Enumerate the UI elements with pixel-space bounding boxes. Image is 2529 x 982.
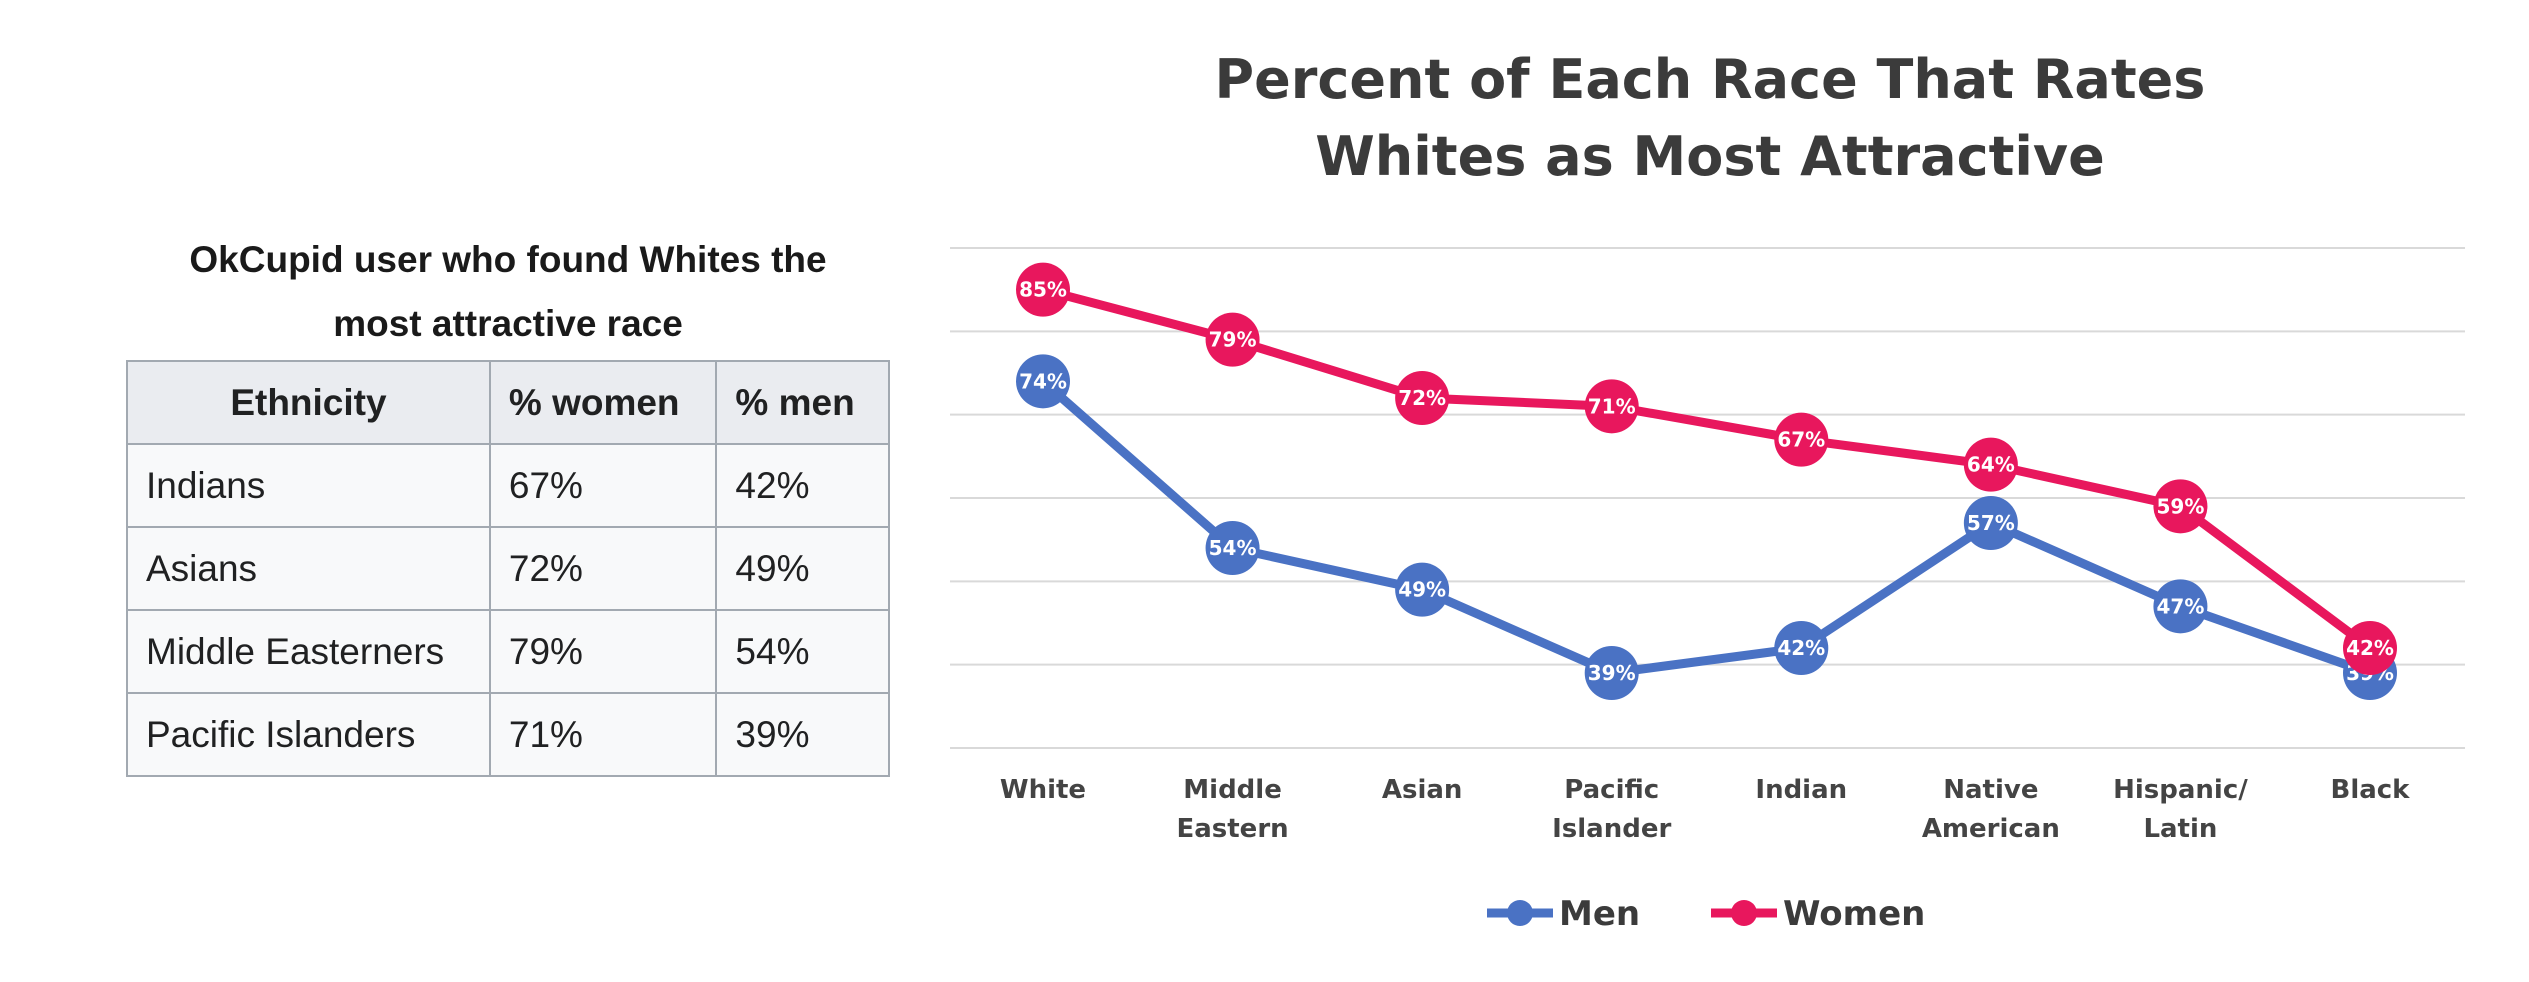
table-caption: OkCupid user who found Whites the most a… (126, 228, 890, 356)
data-point (1016, 262, 1070, 317)
category-labels: White Middle Eastern Asian Pacific Islander In… (1000, 775, 2410, 844)
table-row: Indians 67% 42% (126, 443, 890, 528)
data-label: 54% (1209, 536, 1257, 560)
data-point (1584, 646, 1639, 700)
category-label-line: Islander (1552, 814, 1671, 844)
legend: Men Women (1487, 894, 1925, 934)
category-label-line: Black (2331, 775, 2411, 805)
category-label-line: Asian (1382, 775, 1463, 805)
category-label-line: Indian (1755, 775, 1847, 805)
data-point (1016, 354, 1070, 409)
data-label: 71% (1588, 394, 1636, 418)
cell-ethnicity: Pacific Islanders (126, 692, 491, 777)
legend-swatch-marker (1731, 900, 1757, 926)
data-point (2343, 621, 2397, 675)
category-label-line: Middle (1183, 775, 1282, 805)
data-label: 42% (1777, 636, 1825, 660)
header-women: % women (488, 360, 718, 445)
table-row: Asians 72% 49% (126, 526, 890, 611)
category-label: Asian (1382, 775, 1463, 805)
legend-swatch-marker (1507, 900, 1533, 926)
ethnicity-table-block: OkCupid user who found Whites the most a… (126, 228, 890, 777)
data-point (1774, 412, 1829, 467)
category-label: White (1000, 775, 1086, 805)
legend-item-women: Women (1711, 894, 1925, 934)
category-label-line: Hispanic/ (2113, 775, 2248, 805)
data-label: 79% (1209, 328, 1257, 352)
category-label: Pacific Islander (1552, 775, 1671, 844)
data-point (1395, 562, 1450, 617)
data-point (2153, 579, 2208, 634)
data-label: 72% (1398, 386, 1446, 410)
cell-ethnicity: Indians (126, 443, 491, 528)
category-label: Indian (1755, 775, 1847, 805)
category-label-line: Latin (2143, 814, 2217, 844)
cell-ethnicity: Asians (126, 526, 491, 611)
data-label: 57% (1967, 511, 2015, 535)
data-label: 39% (1588, 661, 1636, 685)
cell-men: 49% (715, 526, 890, 611)
cell-men: 54% (715, 609, 890, 694)
cell-women: 79% (488, 609, 718, 694)
category-label-line: American (1922, 814, 2060, 844)
category-label: Black (2331, 775, 2411, 805)
data-label: 74% (1019, 369, 1067, 393)
data-label: 67% (1777, 428, 1825, 452)
data-label: 64% (1967, 453, 2015, 477)
series-men: 74%54%49%39%42%57%47%39% (1016, 354, 2397, 700)
data-label: 85% (1019, 278, 1067, 302)
category-label: Native American (1922, 775, 2060, 844)
data-label: 47% (2156, 594, 2204, 618)
chart-title-line-1: Percent of Each Race That Rates (1215, 48, 2206, 111)
legend-item-men: Men (1487, 894, 1640, 934)
series: 74%54%49%39%42%57%47%39%85%79%72%71%67%6… (1016, 262, 2397, 700)
data-point (2153, 479, 2208, 534)
data-label: 49% (1398, 578, 1446, 602)
cell-men: 39% (715, 692, 890, 777)
data-label: 42% (2346, 636, 2394, 660)
series-line (1041, 285, 2373, 652)
data-point (1205, 312, 1260, 367)
series-women: 85% 79% 72% 71% 67% 64% 59% 42% (1016, 262, 2397, 675)
cell-women: 67% (488, 443, 718, 528)
category-label-line: Native (1943, 775, 2038, 805)
table-row: Middle Easterners 79% 54% (126, 609, 890, 694)
cell-men: 42% (715, 443, 890, 528)
category-label-line: Eastern (1176, 814, 1288, 844)
cell-women: 71% (488, 692, 718, 777)
category-label-line: Pacific (1564, 775, 1659, 805)
header-ethnicity: Ethnicity (126, 360, 491, 445)
table-header-row: Ethnicity % women % men (126, 360, 890, 445)
category-label: Middle Eastern (1176, 775, 1288, 844)
data-point (1963, 496, 2018, 550)
data-point (1963, 437, 2018, 492)
data-point (1395, 371, 1450, 425)
ethnicity-table: Ethnicity % women % men Indians 67% 42% … (126, 360, 890, 777)
cell-ethnicity: Middle Easterners (126, 609, 491, 694)
table-row: Pacific Islanders 71% 39% (126, 692, 890, 777)
cell-women: 72% (488, 526, 718, 611)
data-label: 59% (2156, 494, 2204, 518)
data-point (1205, 521, 1260, 575)
category-label: Hispanic/Latin (2113, 775, 2248, 844)
header-men: % men (715, 360, 890, 445)
data-point (1774, 621, 1829, 675)
series-line (1040, 377, 2372, 678)
table-caption-line-2: most attractive race (333, 303, 683, 344)
data-point (1584, 379, 1639, 434)
legend-label: Women (1783, 894, 1925, 934)
table-caption-line-1: OkCupid user who found Whites the (189, 239, 827, 280)
chart-title-line-2: Whites as Most Attractive (1315, 125, 2105, 188)
category-label-line: White (1000, 775, 1086, 805)
legend-label: Men (1559, 894, 1640, 934)
